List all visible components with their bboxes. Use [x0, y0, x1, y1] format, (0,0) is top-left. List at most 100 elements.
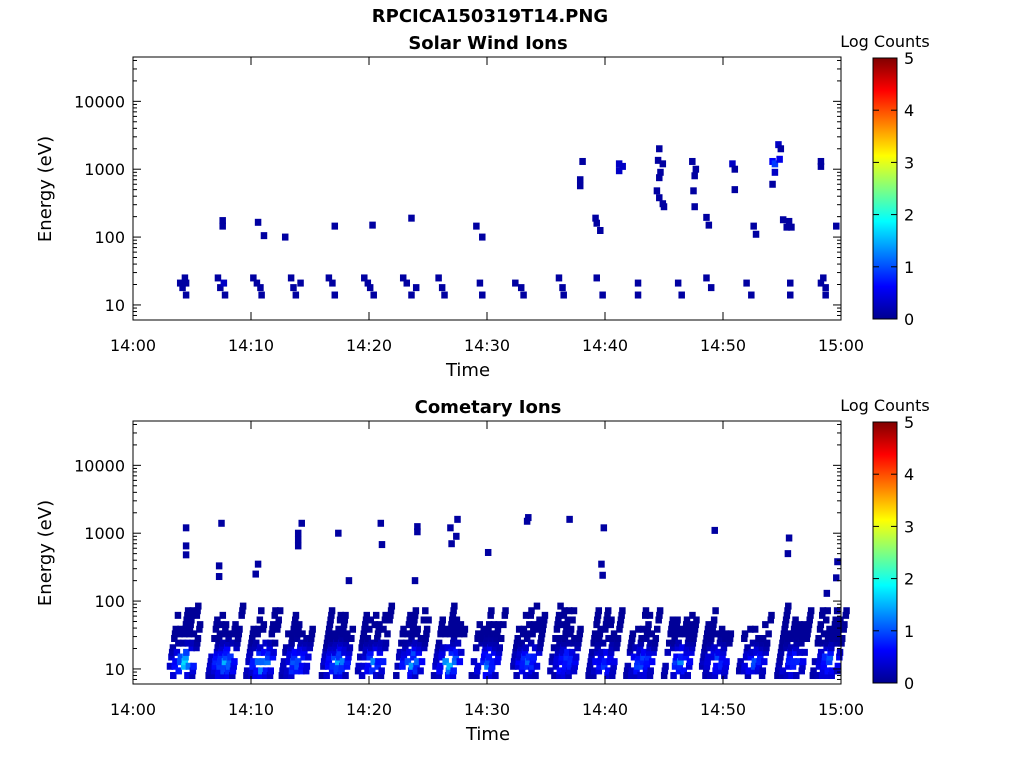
heatmap-cell	[828, 644, 835, 652]
heatmap-cell	[744, 672, 752, 680]
heatmap-cell	[515, 625, 523, 633]
heatmap-cell	[689, 611, 696, 619]
heatmap-cell	[367, 648, 374, 656]
heatmap-cell	[333, 634, 341, 642]
heatmap-cell	[366, 625, 373, 633]
heatmap-cell	[357, 653, 364, 661]
heatmap-cell	[307, 634, 315, 642]
heatmap-cell	[489, 658, 497, 666]
heatmap-cell	[294, 658, 302, 666]
heatmap-cell	[294, 536, 302, 544]
heatmap-cell	[821, 653, 829, 661]
heatmap-cell	[668, 621, 676, 629]
x-tick-label: 14:10	[228, 700, 274, 719]
heatmap-cell	[218, 519, 225, 527]
heatmap-cell	[805, 621, 813, 629]
heatmap-cell	[487, 639, 495, 647]
heatmap-cell	[793, 672, 800, 680]
heatmap-cell	[717, 634, 724, 642]
heatmap-cell	[416, 639, 424, 647]
heatmap-cell	[210, 667, 218, 675]
heatmap-cell	[226, 658, 233, 666]
heatmap-cell	[705, 653, 712, 661]
heatmap-cell	[684, 644, 691, 652]
x-tick-label: 14:40	[582, 336, 628, 355]
heatmap-cell	[442, 630, 449, 638]
heatmap-cell	[232, 621, 239, 629]
heatmap-cell	[756, 658, 763, 666]
heatmap-cell	[562, 630, 569, 638]
heatmap-cell	[227, 653, 234, 661]
heatmap-cell	[841, 621, 848, 629]
y-axis: 10 100 1000 10000	[74, 423, 841, 680]
heatmap-cell	[830, 630, 837, 638]
heatmap-cell	[280, 658, 288, 666]
heatmap-cell	[576, 176, 584, 184]
heatmap-cell	[753, 648, 760, 656]
heatmap-cells	[176, 141, 840, 299]
heatmap-cell	[404, 658, 412, 666]
heatmap-cell	[742, 653, 750, 661]
heatmap-cell	[637, 639, 645, 647]
heatmap-cell	[213, 653, 220, 661]
heatmap-cell	[449, 611, 457, 619]
heatmap-cell	[402, 644, 409, 652]
heatmap-cell	[824, 607, 831, 615]
heatmap-cell	[595, 667, 603, 675]
heatmap-cell	[400, 653, 408, 661]
heatmap-cell	[217, 653, 225, 661]
heatmap-cell	[188, 611, 196, 619]
heatmap-cell	[359, 634, 367, 642]
heatmap-cell	[364, 667, 371, 675]
heatmap-cell	[575, 634, 583, 642]
heatmap-cell	[487, 611, 494, 619]
heatmap-cell	[398, 639, 405, 647]
heatmap-cell	[298, 667, 305, 675]
heatmap-cell	[494, 625, 502, 633]
heatmap-cell	[333, 667, 341, 675]
heatmap-cell	[372, 644, 380, 652]
heatmap-cell	[484, 630, 492, 638]
heatmap-cell	[682, 653, 690, 661]
heatmap-cell	[323, 639, 331, 647]
heatmap-cell	[479, 630, 487, 638]
heatmap-cell	[520, 625, 528, 633]
heatmap-cell	[460, 630, 468, 638]
heatmap-cell	[239, 607, 246, 615]
heatmap-cell	[645, 621, 652, 629]
heatmap-cell	[705, 221, 713, 229]
heatmap-cell	[653, 625, 661, 633]
heatmap-cell	[378, 639, 385, 647]
heatmap-cell	[291, 616, 299, 624]
heatmap-cell	[451, 658, 459, 666]
heatmap-cell	[328, 639, 335, 647]
heatmap-cell	[379, 658, 387, 666]
heatmap-cell	[626, 648, 634, 656]
x-tick-label: 15:00	[818, 336, 864, 355]
heatmap-cell	[374, 634, 381, 642]
heatmap-cell	[256, 644, 264, 652]
heatmap-cell	[656, 145, 663, 153]
heatmap-cell	[676, 662, 684, 670]
heatmap-cell	[166, 662, 174, 670]
heatmap-cell	[727, 630, 735, 638]
heatmap-cell	[567, 630, 574, 638]
heatmap-cell	[533, 602, 541, 610]
heatmap-cell	[588, 653, 595, 661]
heatmap-cell	[527, 672, 535, 680]
heatmap-cell	[305, 653, 312, 661]
heatmap-cell	[715, 648, 722, 656]
heatmap-cell	[336, 648, 343, 656]
heatmap-cell	[276, 607, 284, 615]
heatmap-cell	[214, 616, 221, 624]
heatmap-cell	[250, 625, 257, 633]
heatmap-cell	[387, 611, 394, 619]
heatmap-cell	[411, 672, 419, 680]
heatmap-cell	[394, 662, 401, 670]
heatmap-cell	[308, 630, 316, 638]
heatmap-cell	[442, 658, 449, 666]
heatmap-cell	[411, 616, 418, 624]
heatmap-cell	[221, 662, 228, 670]
heatmap-cell	[487, 672, 494, 680]
heatmap-cell	[518, 639, 525, 647]
